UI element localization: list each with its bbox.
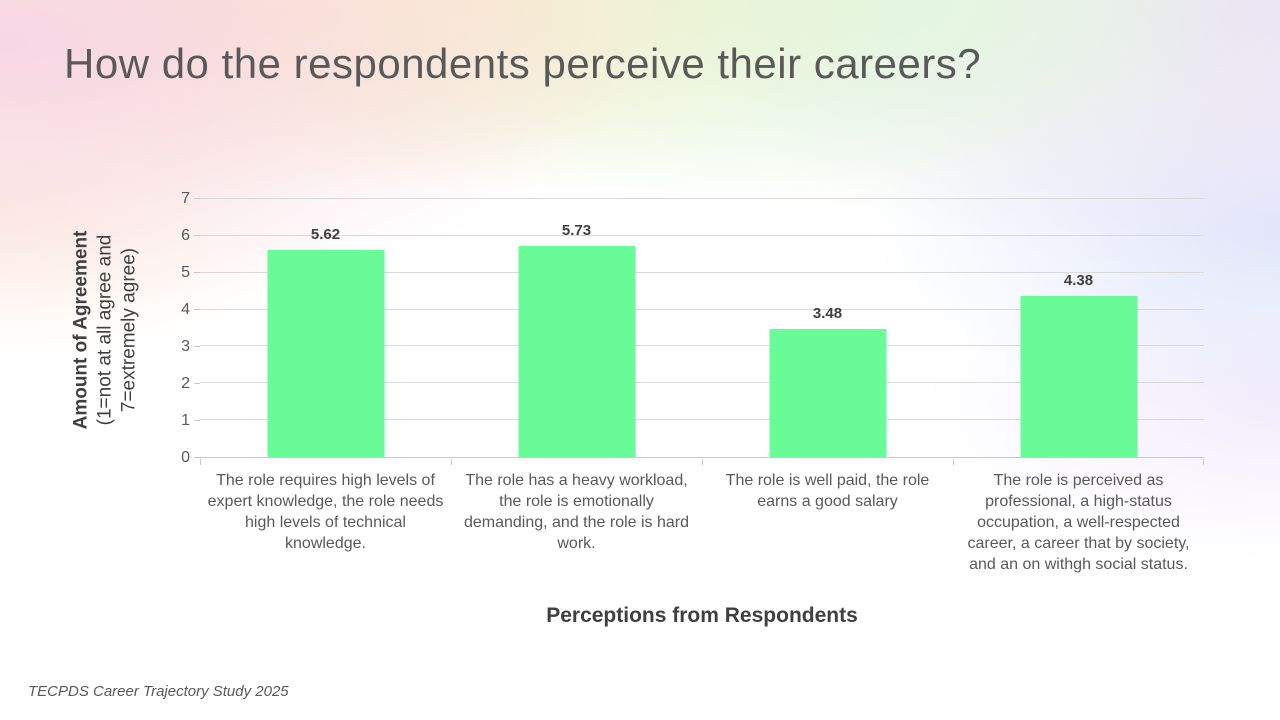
bar-slot-4: 4.38 xyxy=(953,199,1204,457)
gridline-6 xyxy=(200,234,1204,236)
x-category-label-3: The role is well paid, the role earns a … xyxy=(725,472,930,511)
x-axis-category-labels: The role requires high levels of expert … xyxy=(200,470,1204,576)
y-tick-mark-0 xyxy=(194,457,200,458)
x-tick-mark-3 xyxy=(953,459,954,465)
y-tick-label-3: 3 xyxy=(181,338,190,355)
y-tick-mark-5 xyxy=(194,272,200,273)
bar-4 xyxy=(1020,295,1137,457)
gridline-7 xyxy=(200,198,1204,199)
gridline-3 xyxy=(200,345,1204,347)
x-tick-mark-2 xyxy=(702,459,703,465)
x-category-label-2: The role has a heavy workload, the role … xyxy=(463,472,690,553)
bar-value-label-4: 4.38 xyxy=(1063,271,1094,289)
y-tick-mark-3 xyxy=(194,346,200,347)
y-axis-title-sub: (1=not at all agree and 7=extremely agre… xyxy=(94,234,139,426)
bar-2 xyxy=(518,245,635,457)
gridline-5 xyxy=(200,271,1204,273)
y-tick-mark-6 xyxy=(194,235,200,236)
bar-value-label-1: 5.62 xyxy=(310,225,341,243)
y-tick-label-4: 4 xyxy=(181,301,190,318)
y-axis-title-main: Amount of Agreement xyxy=(70,230,92,430)
y-tick-mark-4 xyxy=(194,309,200,310)
bar-value-label-3: 3.48 xyxy=(812,304,843,322)
bar-value-label-2: 5.73 xyxy=(561,221,592,239)
y-tick-mark-2 xyxy=(194,383,200,384)
x-axis-title: Perceptions from Respondents xyxy=(546,604,858,627)
x-axis-tick-marks xyxy=(200,459,1204,465)
y-axis-tick-labels: 0 1 2 3 4 5 6 7 xyxy=(138,190,190,466)
bar-slot-2: 5.73 xyxy=(451,199,702,457)
bar-slot-3: 3.48 xyxy=(702,199,953,457)
x-tick-mark-0 xyxy=(200,459,201,465)
x-tick-mark-1 xyxy=(451,459,452,465)
y-tick-label-7: 7 xyxy=(181,190,190,207)
bar-1 xyxy=(267,249,384,457)
slide-footer: TECPDS Career Trajectory Study 2025 xyxy=(28,683,289,700)
x-category-label-1: The role requires high levels of expert … xyxy=(207,472,444,553)
y-tick-label-2: 2 xyxy=(181,375,190,392)
bar-slot-1: 5.62 xyxy=(200,199,451,457)
y-axis-tick-marks xyxy=(194,198,200,458)
y-tick-label-5: 5 xyxy=(181,264,190,281)
y-tick-label-1: 1 xyxy=(181,412,190,429)
gridline-1 xyxy=(200,419,1204,421)
plot-area: 5.62 5.73 3.48 4.38 xyxy=(200,198,1204,458)
gridline-2 xyxy=(200,382,1204,384)
y-tick-label-6: 6 xyxy=(181,227,190,244)
y-axis-title: Amount of Agreement (1=not at all agree … xyxy=(69,185,140,475)
y-tick-mark-1 xyxy=(194,420,200,421)
y-tick-label-0: 0 xyxy=(181,449,190,466)
x-tick-mark-4 xyxy=(1203,459,1204,465)
x-category-label-4: The role is perceived as professional, a… xyxy=(967,472,1190,574)
bar-series: 5.62 5.73 3.48 4.38 xyxy=(200,199,1204,457)
bar-3 xyxy=(769,328,886,457)
gridline-4 xyxy=(200,308,1204,310)
slide-title: How do the respondents perceive their ca… xyxy=(64,40,982,87)
y-tick-mark-7 xyxy=(194,198,200,199)
